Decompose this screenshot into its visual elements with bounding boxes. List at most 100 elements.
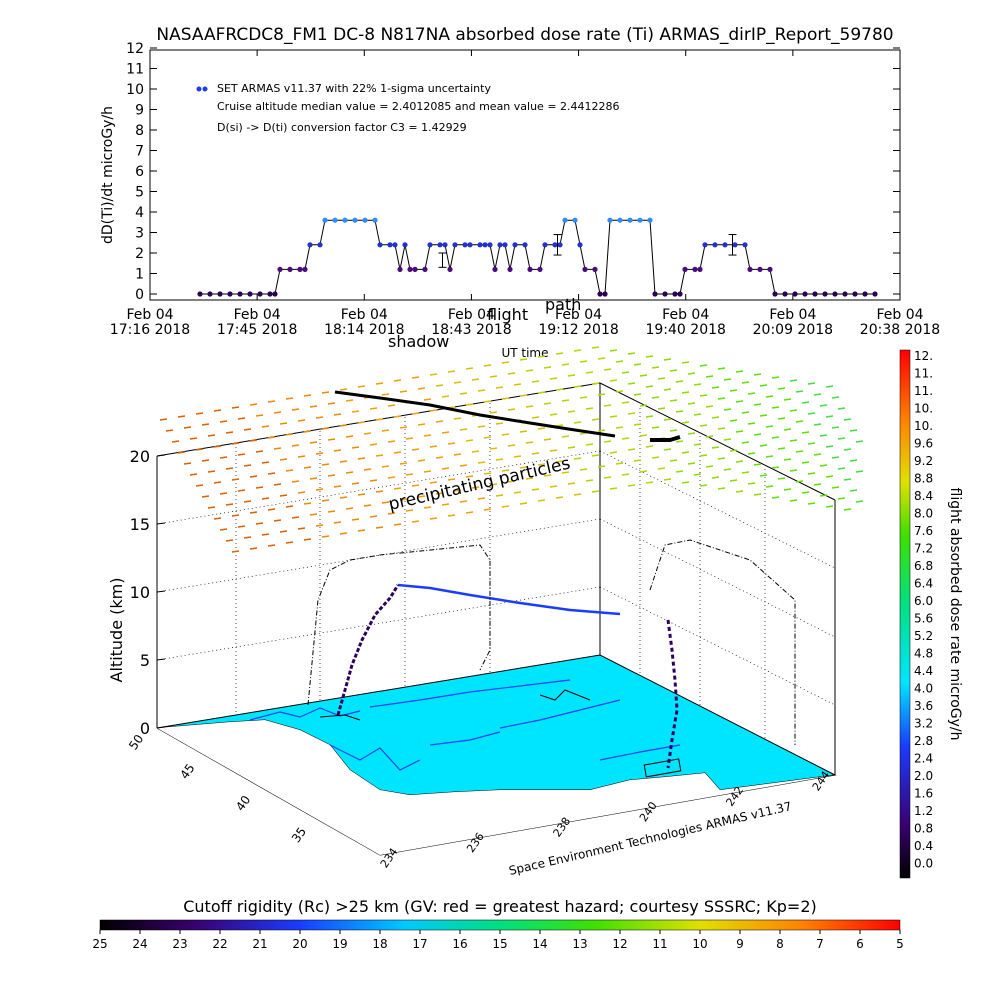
field-dash — [843, 448, 852, 451]
field-dash — [627, 352, 636, 355]
field-dash — [243, 464, 252, 467]
dose-rate-line — [200, 219, 875, 295]
field-dash — [669, 459, 678, 462]
annotation-flight: flight — [487, 305, 528, 324]
dose-tick-label: 2.4 — [914, 752, 933, 766]
field-dash — [441, 431, 450, 434]
field-dash — [675, 440, 684, 443]
y-tick-label: 7 — [135, 144, 144, 160]
field-dash — [765, 455, 774, 458]
field-dash — [507, 444, 516, 447]
field-dash — [807, 472, 816, 475]
field-dash — [663, 388, 672, 391]
field-dash — [591, 418, 600, 421]
field-dash — [693, 413, 702, 416]
field-dash — [849, 489, 858, 492]
field-dash — [231, 406, 240, 409]
dose-tick-label: 11. — [914, 384, 933, 398]
x-tick-label: 17:16 2018 — [110, 322, 190, 338]
rigidity-tick-label: 23 — [172, 937, 187, 951]
field-dash — [771, 436, 780, 439]
field-dash — [633, 393, 642, 396]
field-dash — [465, 475, 474, 478]
dose-tick-label: 6.4 — [914, 577, 933, 591]
field-dash — [465, 439, 474, 442]
field-dash — [447, 478, 456, 481]
y-tick-label: 6 — [135, 164, 144, 180]
dose-point — [542, 242, 548, 248]
dose-rate-errorbars — [438, 234, 737, 268]
field-dash — [435, 492, 444, 495]
field-dash — [291, 408, 300, 411]
dose-tick-label: 6.0 — [914, 594, 933, 608]
field-dash — [567, 374, 576, 377]
field-dash — [585, 371, 594, 374]
field-dash — [825, 505, 834, 508]
field-dash — [297, 419, 306, 422]
dose-point — [637, 217, 643, 223]
field-dash — [615, 390, 624, 393]
field-dash — [837, 407, 846, 410]
dose-point — [372, 217, 378, 223]
field-dash — [543, 474, 552, 477]
field-dash — [501, 469, 510, 472]
dose-tick-label: 8.4 — [914, 489, 933, 503]
dose-tick-label: 6.8 — [914, 559, 933, 573]
field-dash — [609, 349, 618, 352]
field-dash — [207, 506, 216, 509]
dose-tick-label: 1.6 — [914, 787, 933, 801]
field-dash — [801, 401, 810, 404]
field-dash — [225, 503, 234, 506]
field-dash — [759, 384, 768, 387]
field-dash — [747, 482, 756, 485]
field-dash — [297, 527, 306, 530]
map-features-dark — [319, 689, 682, 778]
altitude-tick-label: 20 — [130, 447, 150, 466]
field-dash — [651, 366, 660, 369]
field-dash — [783, 428, 792, 431]
field-dash — [441, 467, 450, 470]
field-dash — [567, 446, 576, 449]
rigidity-colorbar-fill — [99, 919, 901, 931]
field-dash — [855, 500, 864, 503]
field-dash — [525, 405, 534, 408]
field-dash — [819, 404, 828, 407]
field-dash — [213, 409, 222, 412]
field-dash — [363, 432, 372, 435]
field-dash — [495, 494, 504, 497]
field-dash — [717, 487, 726, 490]
field-dash — [627, 484, 636, 487]
field-dash — [357, 493, 366, 496]
field-dash — [639, 434, 648, 437]
field-dash — [363, 504, 372, 507]
field-dash — [465, 403, 474, 406]
field-dash — [609, 451, 618, 454]
field-dash — [759, 414, 768, 417]
field-dash — [591, 454, 600, 457]
field-dash — [243, 428, 252, 431]
field-dash — [399, 390, 408, 393]
field-dash — [831, 426, 840, 429]
dose-point — [427, 242, 433, 248]
field-dash — [453, 381, 462, 384]
field-dash — [423, 398, 432, 401]
rigidity-tick-label: 8 — [776, 937, 784, 951]
field-dash — [747, 422, 756, 425]
field-dash — [765, 425, 774, 428]
dose-colorbar-ticks: 12. 11. 11. 10. 10. 9.6 9.2 8.8 8.4 8.0 7.6 7.2 6.8 6… — [914, 349, 933, 871]
field-dash — [657, 407, 666, 410]
field-dash — [471, 486, 480, 489]
field-dash — [429, 445, 438, 448]
field-dash — [183, 426, 192, 429]
field-dash — [591, 490, 600, 493]
field-dash — [519, 394, 528, 397]
field-dash — [711, 416, 720, 419]
field-dash — [585, 479, 594, 482]
field-dash — [213, 481, 222, 484]
field-dash — [339, 460, 348, 463]
x-tick-label: 20:38 2018 — [860, 322, 940, 338]
x-tick-label: 18:43 2018 — [431, 322, 511, 338]
dose-point — [812, 291, 818, 297]
field-dash — [243, 500, 252, 503]
dose-tick-label: 3.2 — [914, 717, 933, 731]
